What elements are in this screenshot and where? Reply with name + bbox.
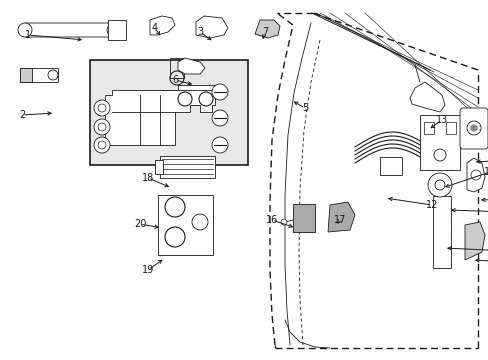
Polygon shape xyxy=(409,82,444,112)
Polygon shape xyxy=(466,158,484,192)
Bar xyxy=(292,204,314,232)
Text: 1: 1 xyxy=(25,30,31,40)
Text: 2: 2 xyxy=(19,110,25,120)
Polygon shape xyxy=(105,90,215,145)
Polygon shape xyxy=(464,222,484,260)
Text: 19: 19 xyxy=(142,265,154,275)
Circle shape xyxy=(212,110,227,126)
Circle shape xyxy=(281,219,286,225)
Circle shape xyxy=(98,141,106,149)
Circle shape xyxy=(212,84,227,100)
Polygon shape xyxy=(150,16,175,35)
Text: 4: 4 xyxy=(152,23,158,33)
Text: 6: 6 xyxy=(172,75,178,85)
Bar xyxy=(170,58,183,78)
Circle shape xyxy=(98,123,106,131)
Circle shape xyxy=(470,125,476,131)
Circle shape xyxy=(434,180,444,190)
Circle shape xyxy=(427,173,451,197)
Text: 20: 20 xyxy=(134,219,146,229)
Bar xyxy=(379,157,401,175)
Bar xyxy=(108,20,126,40)
FancyBboxPatch shape xyxy=(459,108,487,149)
Bar xyxy=(423,122,433,134)
Bar xyxy=(20,68,58,82)
Polygon shape xyxy=(162,85,215,110)
Bar xyxy=(90,60,247,165)
Text: 7: 7 xyxy=(262,27,267,37)
Circle shape xyxy=(94,137,110,153)
Polygon shape xyxy=(254,20,280,38)
Bar xyxy=(158,195,213,255)
Polygon shape xyxy=(327,202,354,232)
Circle shape xyxy=(94,100,110,116)
Circle shape xyxy=(18,23,32,37)
Circle shape xyxy=(98,104,106,112)
Text: 16: 16 xyxy=(265,215,278,225)
Text: 12: 12 xyxy=(425,200,437,210)
Polygon shape xyxy=(196,16,227,38)
Text: 3: 3 xyxy=(197,27,203,37)
Bar xyxy=(160,156,215,178)
Bar xyxy=(445,122,455,134)
Polygon shape xyxy=(20,23,120,37)
Circle shape xyxy=(48,70,58,80)
Polygon shape xyxy=(178,58,204,74)
Text: 18: 18 xyxy=(142,173,154,183)
Bar xyxy=(20,68,32,82)
Bar xyxy=(432,196,450,268)
Bar xyxy=(155,160,163,174)
Text: 17: 17 xyxy=(333,215,346,225)
Text: 13: 13 xyxy=(435,115,447,125)
Text: 11: 11 xyxy=(483,167,488,177)
Circle shape xyxy=(94,119,110,135)
Bar xyxy=(419,115,459,170)
Text: 5: 5 xyxy=(301,103,307,113)
Circle shape xyxy=(212,137,227,153)
Circle shape xyxy=(107,24,119,36)
